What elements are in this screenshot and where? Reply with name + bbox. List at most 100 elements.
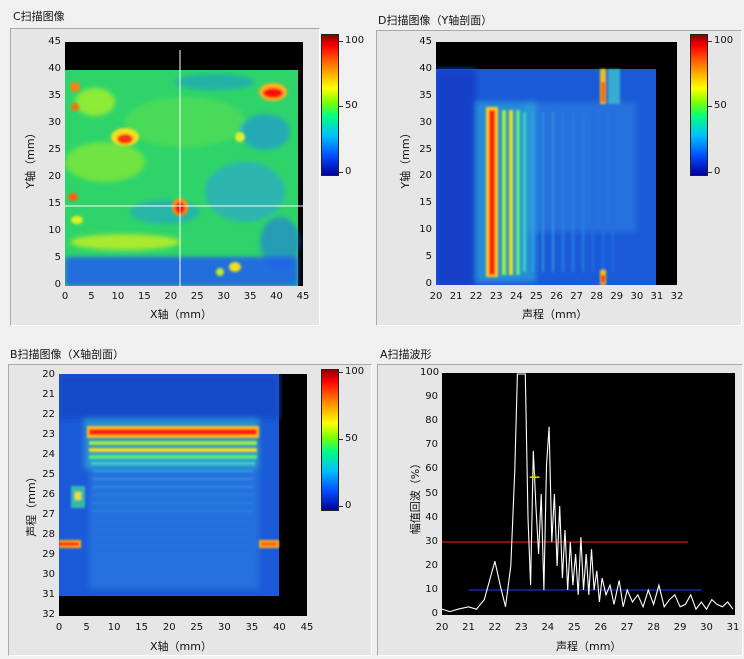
d-scan-heatmap	[436, 42, 677, 285]
b-x-tick-label: 20	[162, 622, 176, 633]
d-y-tick-label: 5	[425, 251, 432, 263]
b-scan-ylabel: 声程（mm）	[25, 471, 38, 537]
c-y-tick-label: 30	[48, 117, 61, 128]
c-x-tick-label: 45	[296, 291, 310, 302]
c-x-tick-label: 10	[111, 291, 125, 302]
b-y-tick-label: 29	[42, 549, 55, 560]
a-y-tick-label: 100	[420, 367, 440, 378]
b-y-tick-label: 25	[42, 469, 55, 480]
a-y-tick-label: 70	[425, 439, 438, 451]
a-x-tick-label: 24	[541, 622, 555, 633]
a-scan-title: A扫描波形	[380, 348, 432, 361]
a-y-tick-label: 10	[425, 583, 438, 595]
d-y-tick-label: 45	[419, 36, 432, 47]
c-y-tick-label: 5	[54, 252, 61, 263]
d-y-tick-label: 40	[419, 62, 432, 74]
d-x-tick-label: 20	[429, 291, 443, 302]
a-x-tick-label: 20	[435, 622, 449, 633]
a-y-tick-label: 40	[425, 511, 438, 523]
c-y-tick-label: 40	[48, 63, 61, 74]
b-y-tick-label: 20	[42, 369, 55, 380]
d-x-tick-label: 30	[630, 291, 644, 302]
d-scan-title: D扫描图像（Y轴剖面）	[378, 14, 493, 27]
b-x-tick-label: 35	[245, 622, 259, 633]
d-x-tick-label: 31	[650, 291, 664, 302]
c-scan-title: C扫描图像	[13, 10, 65, 23]
c-scan-colorbar	[321, 34, 339, 176]
d-x-tick-label: 25	[530, 291, 543, 302]
d-y-tick-label: 35	[419, 89, 432, 101]
d-y-tick-label: 20	[419, 170, 432, 182]
d-x-tick-label: 26	[550, 291, 563, 302]
b-y-tick-label: 32	[42, 609, 55, 620]
b-colorbar-tick-100: 100	[338, 366, 365, 377]
d-scan-plot[interactable]	[436, 42, 677, 285]
a-scan-cursor-marker[interactable]	[529, 474, 540, 481]
d-scan-xlabel: 声程（mm）	[522, 308, 588, 321]
b-y-tick-label: 21	[42, 389, 55, 400]
c-y-tick-label: 35	[48, 90, 61, 101]
c-x-tick-label: 5	[88, 291, 95, 302]
c-scan-ylabel: Y轴（mm）	[24, 127, 37, 189]
c-x-tick-label: 0	[61, 291, 69, 302]
a-y-tick-label: 80	[425, 415, 438, 427]
a-x-tick-label: 31	[726, 622, 740, 633]
b-y-tick-label: 27	[42, 509, 55, 520]
d-scan-colorbar	[690, 34, 708, 176]
a-x-tick-label: 29	[673, 622, 687, 633]
b-y-tick-label: 28	[42, 529, 55, 540]
a-scan-ylabel: 幅值回波（%）	[409, 457, 422, 535]
a-y-tick-label: 50	[425, 487, 438, 499]
d-y-tick-label: 0	[425, 278, 432, 289]
c-y-tick-label: 20	[48, 171, 61, 182]
d-colorbar-tick-50: 50	[708, 100, 727, 111]
a-y-tick-label: 30	[425, 535, 438, 547]
c-x-tick-label: 35	[243, 291, 257, 302]
b-scan-xlabel: X轴（mm）	[150, 640, 212, 653]
c-colorbar-tick-100: 100	[338, 35, 365, 46]
b-x-tick-label: 5	[83, 622, 90, 633]
b-y-tick-label: 26	[42, 489, 55, 500]
a-x-tick-label: 30	[700, 622, 713, 633]
b-x-tick-label: 0	[55, 622, 63, 633]
c-colorbar-tick-0: 0	[338, 166, 352, 177]
a-y-tick-label: 20	[425, 559, 438, 571]
b-scan-heatmap	[59, 374, 307, 616]
b-y-tick-label: 22	[42, 409, 55, 420]
a-x-tick-label: 25	[567, 622, 581, 633]
b-x-tick-label: 15	[135, 622, 149, 633]
d-x-tick-label: 32	[670, 291, 684, 302]
b-x-tick-label: 40	[273, 622, 286, 633]
b-scan-plot[interactable]	[59, 374, 307, 616]
a-scan-xlabel: 声程（mm）	[556, 640, 622, 653]
a-x-tick-label: 27	[620, 622, 634, 633]
b-y-tick-label: 24	[42, 449, 55, 460]
a-scan-series-line	[442, 373, 734, 613]
a-x-tick-label: 28	[647, 622, 660, 633]
b-y-tick-label: 23	[42, 429, 55, 440]
a-x-tick-label: 26	[594, 622, 608, 633]
b-y-tick-label: 30	[42, 569, 55, 580]
c-colorbar-tick-50: 50	[339, 100, 358, 111]
c-y-tick-label: 0	[54, 279, 61, 290]
b-colorbar-tick-0: 0	[338, 500, 352, 511]
a-scan-plot[interactable]	[442, 373, 735, 615]
c-x-tick-label: 40	[270, 291, 283, 302]
c-scan-heatmap	[65, 42, 303, 286]
c-y-tick-label: 45	[48, 36, 61, 47]
c-y-tick-label: 10	[48, 225, 61, 236]
a-x-tick-label: 23	[514, 622, 528, 633]
a-x-tick-label: 22	[488, 622, 502, 633]
b-scan-colorbar	[321, 369, 339, 511]
a-y-tick-label: 60	[425, 463, 438, 475]
d-x-tick-label: 27	[570, 291, 583, 302]
b-scan-title: B扫描图像（X轴剖面）	[10, 348, 125, 361]
d-colorbar-tick-100: 100	[707, 35, 734, 46]
d-x-tick-label: 23	[489, 291, 503, 302]
c-scan-plot[interactable]	[65, 42, 303, 286]
d-y-tick-label: 25	[419, 143, 432, 155]
c-x-tick-label: 25	[190, 291, 204, 302]
d-x-tick-label: 24	[509, 291, 523, 302]
a-y-tick-label: 0	[431, 608, 438, 619]
d-y-tick-label: 30	[419, 116, 432, 128]
